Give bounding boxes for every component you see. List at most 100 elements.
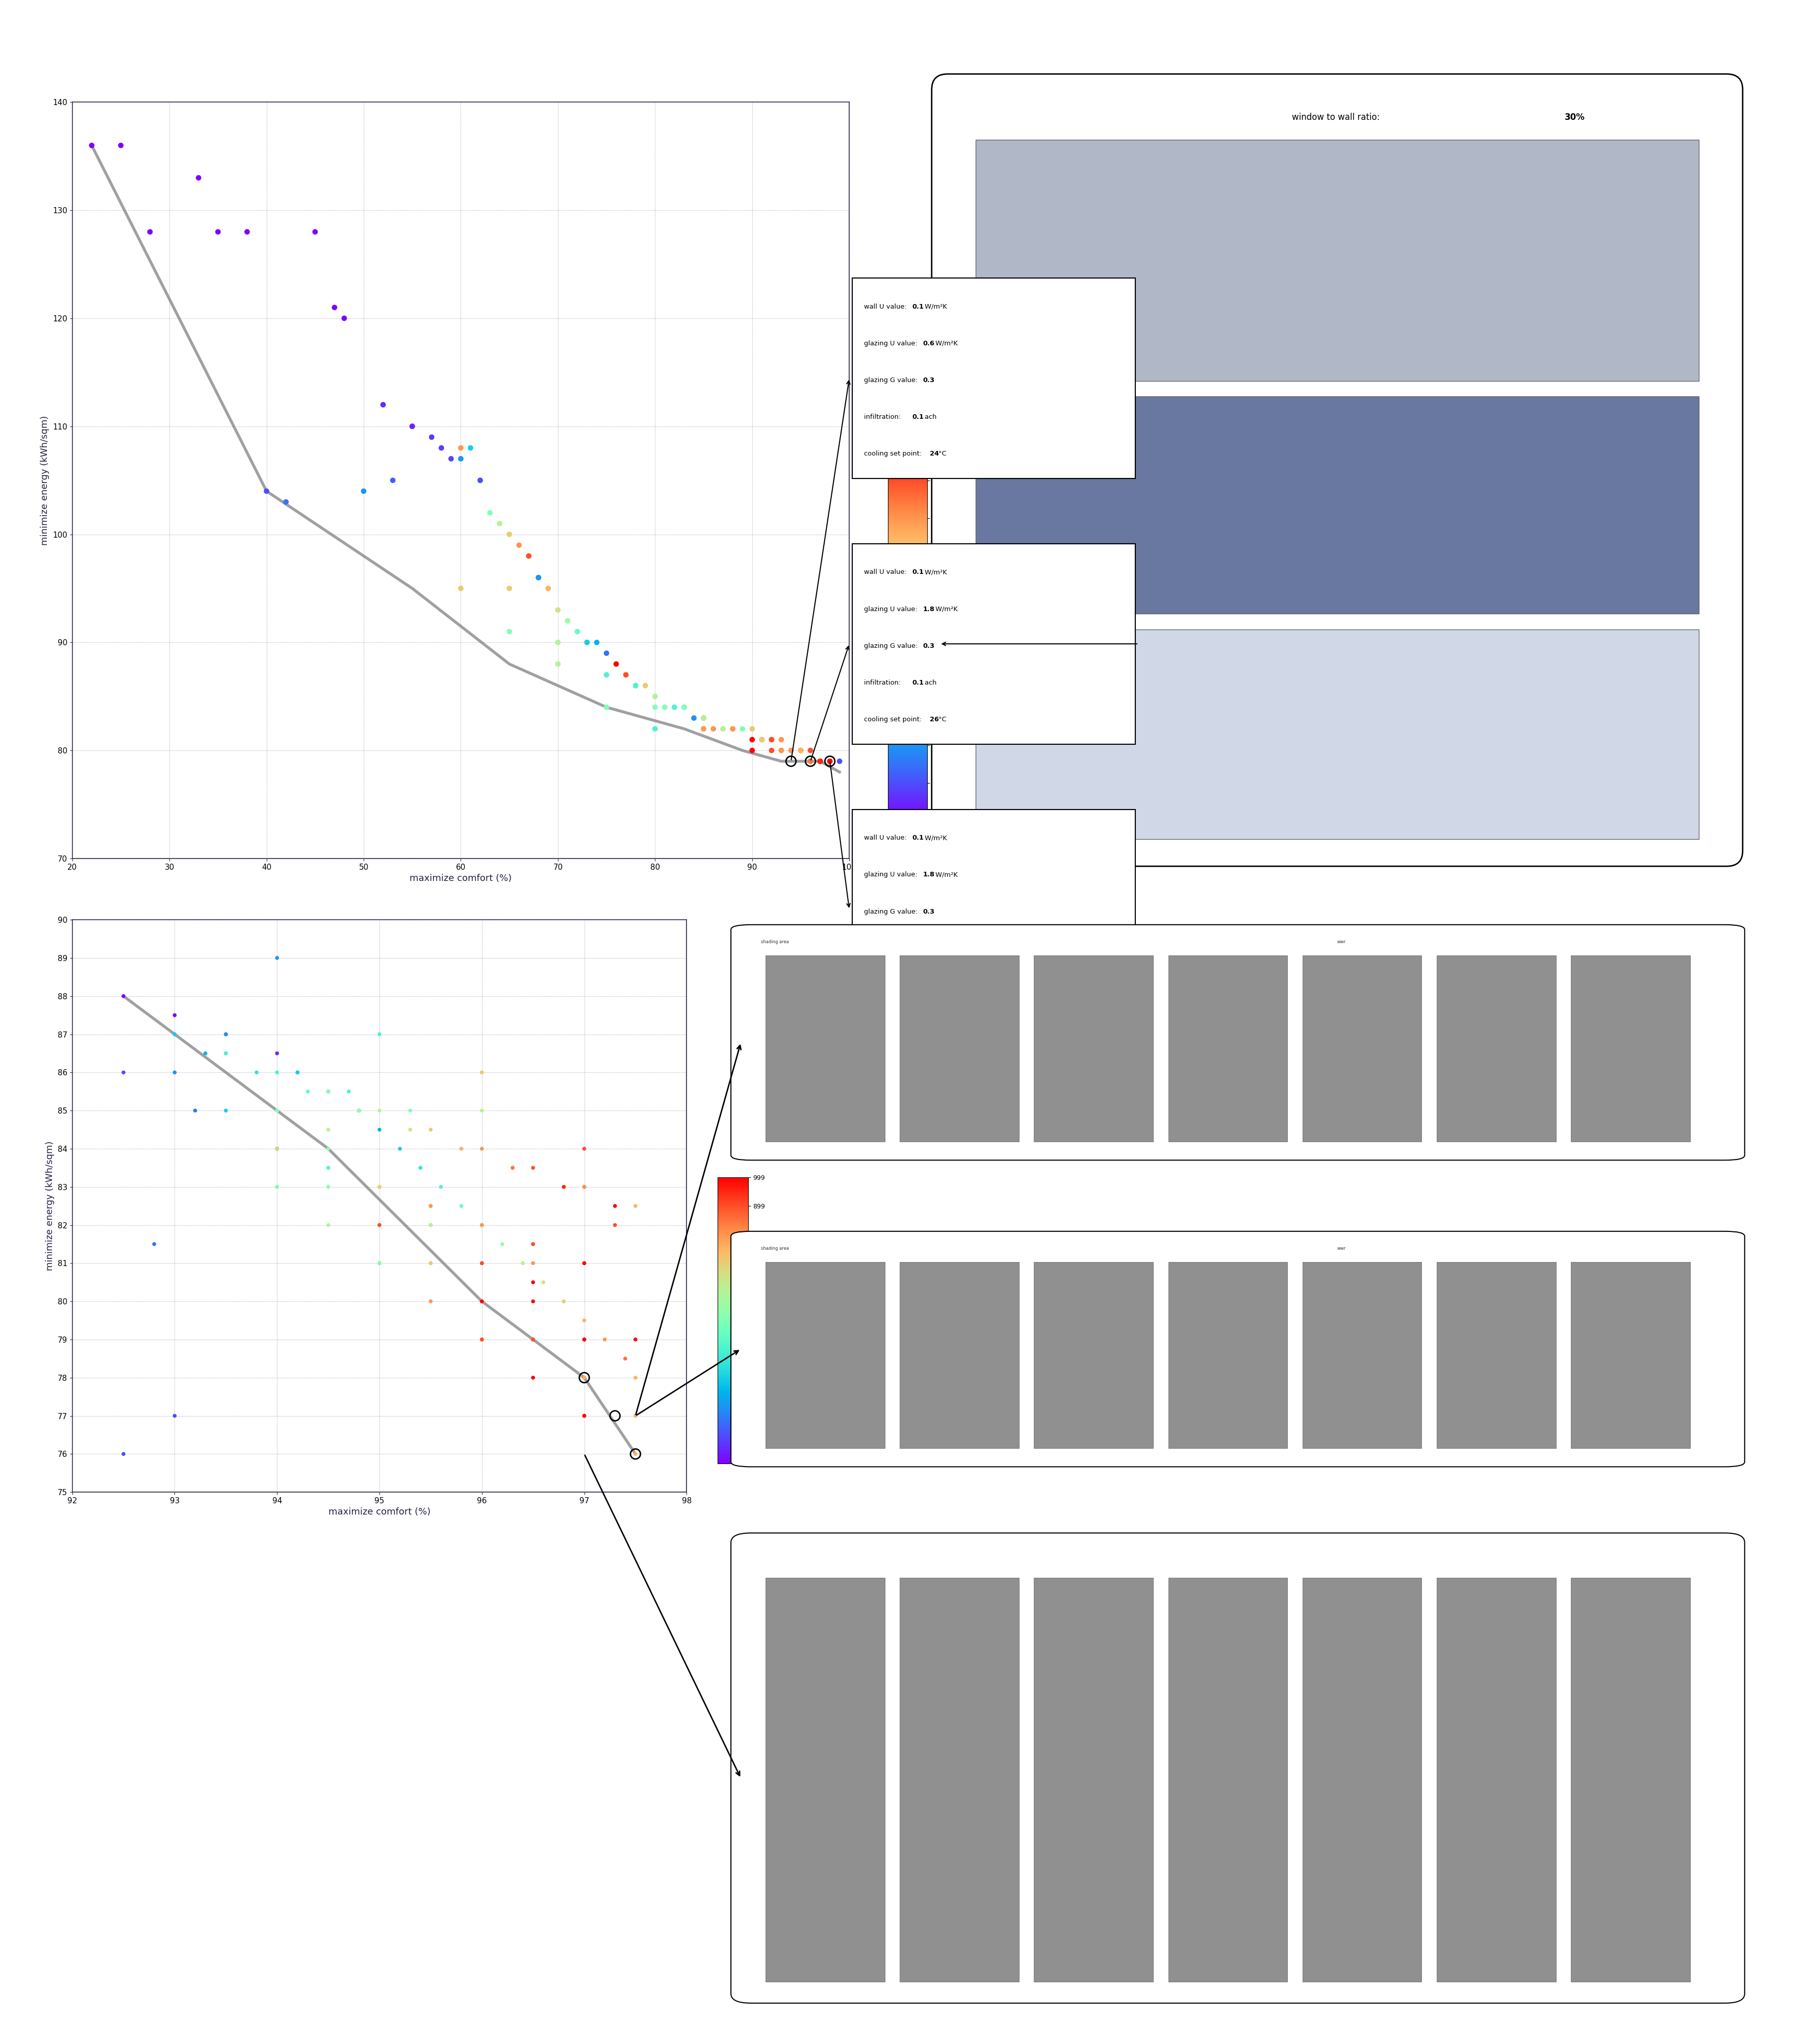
Text: wall U value:: wall U value: — [864, 303, 909, 311]
FancyBboxPatch shape — [1437, 1261, 1556, 1449]
Point — [468, 1208, 497, 1241]
Point — [139, 1228, 168, 1261]
Point — [365, 1208, 394, 1241]
Point — [569, 1247, 598, 1280]
Point — [569, 1171, 598, 1204]
Text: cooling set point:: cooling set point: — [864, 450, 923, 458]
Point — [519, 1228, 548, 1261]
Point — [573, 625, 602, 658]
Point — [569, 1304, 598, 1337]
Text: glazing U value:: glazing U value: — [864, 339, 920, 347]
Point — [651, 691, 679, 724]
Point — [748, 724, 777, 756]
Point — [416, 1190, 445, 1222]
Point — [365, 1247, 394, 1280]
Point — [519, 1286, 548, 1318]
Text: cooling set point:: cooling set point: — [864, 981, 923, 989]
Text: 30%: 30% — [1565, 112, 1585, 123]
Point — [757, 734, 786, 766]
Point — [108, 979, 137, 1012]
Point — [708, 713, 737, 746]
FancyBboxPatch shape — [730, 1533, 1744, 2003]
Point — [426, 431, 455, 464]
Point — [314, 1114, 343, 1147]
Point — [524, 562, 553, 595]
Point — [786, 734, 815, 766]
Point — [468, 1286, 497, 1318]
Point — [622, 1322, 651, 1355]
Point — [815, 744, 844, 777]
Point — [622, 1437, 651, 1470]
Text: °C: °C — [936, 450, 947, 458]
Point — [795, 744, 824, 777]
Point — [468, 1094, 497, 1126]
FancyBboxPatch shape — [1169, 1261, 1287, 1449]
Point — [499, 1151, 528, 1183]
Point — [826, 744, 855, 777]
Point — [446, 1132, 475, 1165]
Point — [211, 1036, 240, 1069]
Point — [544, 625, 573, 658]
Point — [416, 1247, 445, 1280]
Point — [262, 1094, 291, 1126]
Point — [569, 1247, 598, 1280]
Point — [468, 1208, 497, 1241]
FancyBboxPatch shape — [1034, 1578, 1153, 1983]
Point — [446, 442, 475, 474]
Point — [544, 593, 573, 625]
Text: 1.8: 1.8 — [923, 605, 934, 613]
Point — [806, 744, 835, 777]
Point — [611, 1343, 640, 1376]
Point — [365, 1247, 394, 1280]
Text: glazing G value:: glazing G value: — [864, 908, 920, 916]
Point — [499, 1151, 528, 1183]
Point — [631, 668, 660, 701]
Point — [815, 744, 844, 777]
Point — [593, 691, 622, 724]
Point — [622, 668, 651, 701]
FancyBboxPatch shape — [730, 1230, 1744, 1468]
Text: wall U value:: wall U value: — [864, 834, 909, 842]
Point — [622, 1361, 651, 1394]
Point — [508, 1247, 537, 1280]
Point — [737, 713, 766, 746]
Point — [593, 658, 622, 691]
Point — [622, 1190, 651, 1222]
Point — [161, 1000, 190, 1032]
Point — [699, 713, 728, 746]
Point — [549, 1171, 578, 1204]
Text: glazing U value:: glazing U value: — [864, 605, 920, 613]
Point — [600, 1208, 629, 1241]
Text: 0.1: 0.1 — [913, 303, 923, 311]
Y-axis label: design
number: design number — [768, 1306, 782, 1335]
Point — [446, 1190, 475, 1222]
Point — [495, 615, 524, 648]
Point — [262, 1036, 291, 1069]
Point — [161, 1018, 190, 1051]
Text: 0.1: 0.1 — [913, 679, 923, 687]
Text: cooling set point:: cooling set point: — [864, 715, 923, 724]
Point — [455, 431, 484, 464]
FancyBboxPatch shape — [1437, 955, 1556, 1143]
Point — [488, 1228, 517, 1261]
Text: ach: ach — [923, 679, 936, 687]
Text: W/m²K: W/m²K — [932, 339, 958, 347]
FancyBboxPatch shape — [1570, 1261, 1690, 1449]
Text: 28: 28 — [929, 981, 940, 989]
Point — [795, 734, 824, 766]
Point — [524, 562, 553, 595]
Text: wall U value:: wall U value: — [864, 568, 909, 576]
FancyBboxPatch shape — [976, 397, 1699, 613]
Point — [398, 411, 426, 444]
Text: 0.6: 0.6 — [923, 339, 934, 347]
Point — [549, 1171, 578, 1204]
Point — [573, 625, 602, 658]
Point — [365, 1171, 394, 1204]
FancyBboxPatch shape — [766, 1261, 885, 1449]
Point — [314, 1132, 343, 1165]
Text: °C: °C — [936, 715, 947, 724]
Point — [569, 1171, 598, 1204]
Text: 0.1: 0.1 — [913, 413, 923, 421]
Point — [365, 1171, 394, 1204]
Point — [569, 1361, 598, 1394]
